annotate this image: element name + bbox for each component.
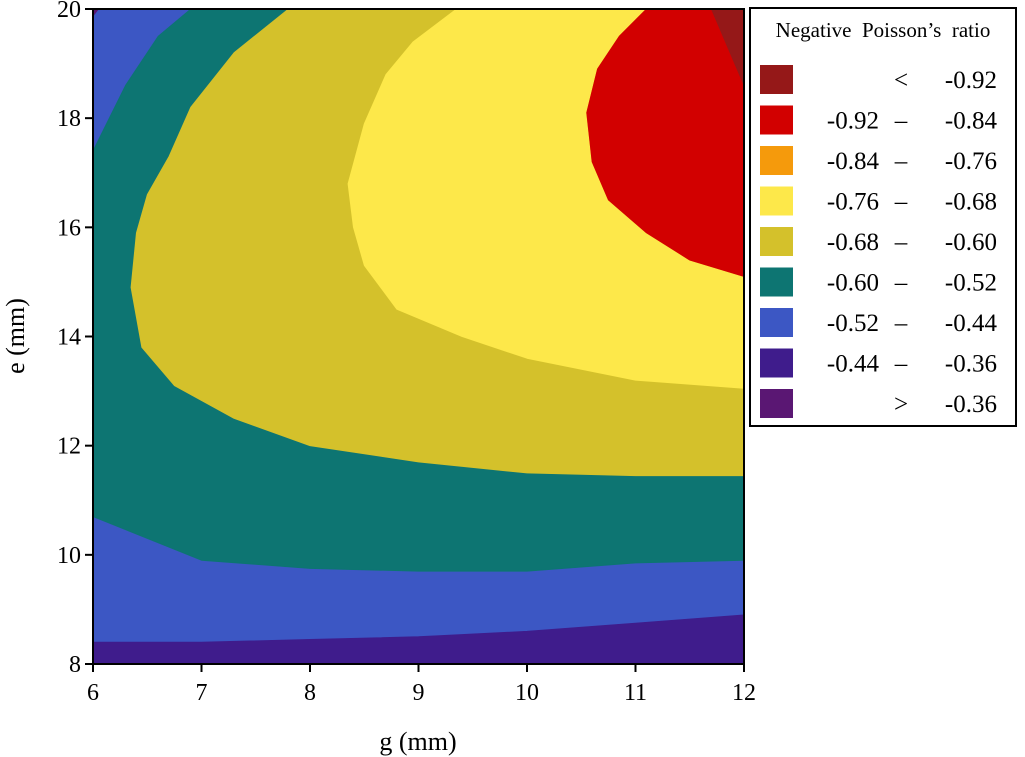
legend-low-value: -0.84 [827,148,880,175]
legend: Negative Poisson’s ratio < -0.92-0.92– -0.… [749,7,1017,427]
x-tick-label: 6 [87,680,99,706]
legend-high-value: -0.52 [945,270,997,297]
x-tick-label: 11 [624,680,647,706]
y-tick-label: 12 [57,434,81,460]
legend-title: Negative Poisson’s ratio [776,18,991,42]
y-axis-title: e (mm) [1,298,30,374]
x-tick-label: 10 [515,680,539,706]
y-tick-label: 8 [69,652,81,678]
legend-entry: -0.76– -0.68 [760,186,997,216]
x-tick-label: 9 [413,680,425,706]
x-tick-label: 8 [304,680,316,706]
legend-low-value: -0.52 [827,310,879,337]
legend-entry: -0.92– -0.84 [760,105,998,135]
legend-swatch [760,65,793,94]
legend-separator: – [894,148,908,175]
legend-entry: -0.52– -0.44 [760,308,997,337]
legend-entry: -0.68– -0.60 [760,227,997,256]
legend-box [749,7,1017,427]
y-tick-label: 10 [57,543,81,569]
legend-separator: – [894,189,908,216]
legend-entry: -0.44– -0.36 [760,348,997,378]
x-tick-label: 7 [196,680,208,706]
contour-regions [92,8,745,665]
legend-entry: > -0.36 [760,389,997,418]
legend-swatch [760,308,793,337]
legend-entry: -0.84– -0.76 [760,146,997,175]
x-axis-ticks: 6 7 8 9 10 11 12 [87,664,756,706]
legend-separator: – [894,351,908,378]
legend-high-value: -0.92 [945,67,997,94]
legend-high-value: -0.36 [945,351,997,378]
legend-swatch [760,267,793,297]
legend-low-value: -0.92 [827,108,879,135]
legend-separator: > [894,391,908,418]
legend-high-value: -0.76 [945,148,997,175]
legend-separator: – [894,310,908,337]
legend-swatch [760,146,793,175]
legend-entry: -0.60– -0.52 [760,267,997,297]
legend-entry: < -0.92 [760,65,997,94]
legend-swatch [760,227,793,256]
legend-separator: < [894,67,908,94]
x-tick-label: 12 [732,680,756,706]
y-tick-label: 20 [57,0,81,23]
y-axis-ticks: 8 10 12 14 16 18 20 [57,0,93,678]
x-axis-title: g (mm) [379,727,456,756]
legend-low-value: -0.68 [827,229,879,256]
legend-swatch [760,389,793,418]
legend-high-value: -0.44 [945,310,998,337]
y-tick-label: 16 [57,215,81,241]
legend-high-value: -0.84 [945,108,998,135]
legend-low-value: -0.44 [827,351,880,378]
y-tick-label: 14 [57,325,81,351]
legend-swatch [760,105,793,135]
legend-swatch [760,348,793,378]
legend-separator: – [894,229,908,256]
legend-separator: – [894,270,908,297]
y-tick-label: 18 [57,106,81,132]
legend-high-value: -0.60 [945,229,997,256]
legend-separator: – [894,108,908,135]
legend-swatch [760,186,793,216]
legend-low-value: -0.76 [827,189,879,216]
legend-high-value: -0.68 [945,189,997,216]
legend-low-value: -0.60 [827,270,879,297]
legend-entries: < -0.92-0.92– -0.84-0.84– -0.76-0.76– -0.68-… [760,65,997,418]
legend-high-value: -0.36 [945,391,997,418]
